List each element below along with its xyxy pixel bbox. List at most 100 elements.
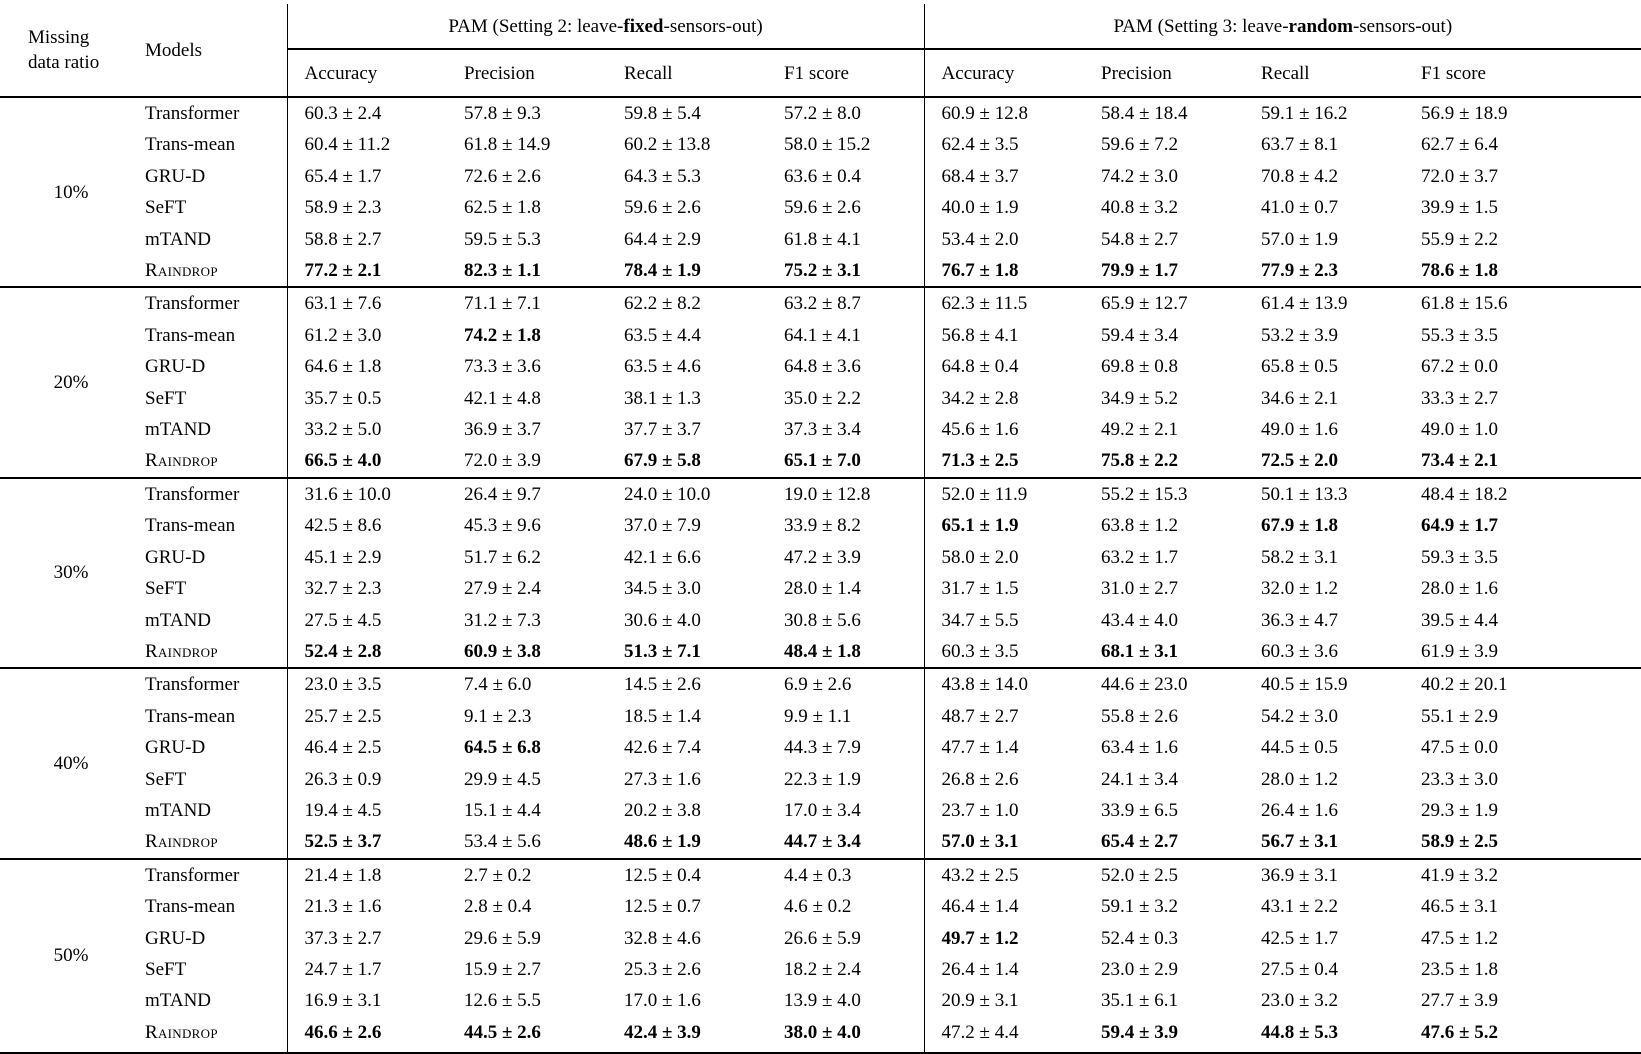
metric-value: 45.6 ± 1.6 xyxy=(923,414,1085,446)
metric-value: 17.0 ± 1.6 xyxy=(624,990,701,1012)
metric-value: 67.2 ± 0.0 xyxy=(1421,356,1498,378)
group-header-setting3: PAM (Setting 3: leave-random-sensors-out… xyxy=(923,4,1641,50)
metric-value: 46.5 ± 3.1 xyxy=(1421,896,1498,918)
metric-value: 59.6 ± 7.2 xyxy=(1101,134,1178,156)
metric-value: 62.7 ± 6.4 xyxy=(1421,134,1498,156)
metric-value: 60.3 ± 3.5 xyxy=(923,635,1085,669)
table-header: Missing data ratio Models PAM (Setting 2… xyxy=(0,4,1641,97)
metric-value: 47.6 ± 5.2 xyxy=(1421,1021,1498,1043)
table-row: Raindrop 77.2 ± 2.1 82.3 ± 1.1 78.4 ± 1.9 75… xyxy=(0,255,1641,288)
column-header-s2-accuracy: Accuracy xyxy=(286,49,447,97)
metric-value: 59.4 ± 3.9 xyxy=(1101,1021,1178,1043)
metric-value: 26.4 ± 9.7 xyxy=(447,476,607,511)
metric-value: 49.0 ± 1.6 xyxy=(1261,419,1338,441)
table-row: Trans-mean 25.7 ± 2.5 9.1 ± 2.3 18.5 ± 1.4 9… xyxy=(0,700,1641,733)
metric-value: 63.5 ± 4.4 xyxy=(624,324,701,346)
metric-value: 20.2 ± 3.8 xyxy=(624,799,701,821)
metric-value: 61.8 ± 14.9 xyxy=(464,134,551,156)
missing-ratio-value: 20% xyxy=(0,286,142,478)
metric-value: 56.9 ± 18.9 xyxy=(1404,95,1641,130)
metric-value: 17.0 ± 3.4 xyxy=(784,799,861,821)
metric-value: 62.5 ± 1.8 xyxy=(464,197,541,219)
metric-value: 23.0 ± 3.2 xyxy=(1261,990,1338,1012)
metric-value: 63.7 ± 8.1 xyxy=(1261,134,1338,156)
metric-value: 59.8 ± 5.4 xyxy=(607,95,767,130)
metric-value: 37.3 ± 2.7 xyxy=(286,922,447,954)
model-name: GRU-D xyxy=(145,737,206,759)
metric-value: 47.5 ± 0.0 xyxy=(1421,737,1498,759)
metric-value: 42.4 ± 3.9 xyxy=(624,1021,701,1043)
metric-value: 61.2 ± 3.0 xyxy=(286,319,447,352)
metric-value: 64.9 ± 1.7 xyxy=(1421,515,1498,537)
metric-value: 75.2 ± 3.1 xyxy=(784,260,861,282)
metric-value: 18.2 ± 2.4 xyxy=(784,958,861,980)
metric-value: 43.4 ± 4.0 xyxy=(1101,609,1178,631)
model-name: mTAND xyxy=(145,228,212,250)
metric-value: 32.0 ± 1.2 xyxy=(1261,578,1338,600)
metric-value: 35.0 ± 2.2 xyxy=(784,387,861,409)
table-row: GRU-D 37.3 ± 2.7 29.6 ± 5.9 32.8 ± 4.6 26.6 … xyxy=(0,922,1641,954)
metric-value: 26.3 ± 0.9 xyxy=(286,763,447,795)
metric-value: 44.6 ± 23.0 xyxy=(1084,667,1245,701)
metric-value: 58.0 ± 2.0 xyxy=(923,541,1085,574)
metric-value: 64.4 ± 2.9 xyxy=(624,228,701,250)
metric-value: 53.4 ± 5.6 xyxy=(464,831,541,853)
table-row: SeFT 32.7 ± 2.3 27.9 ± 2.4 34.5 ± 3.0 28.0 ±… xyxy=(0,573,1641,605)
metric-value: 67.9 ± 5.8 xyxy=(624,450,701,472)
model-name: SeFT xyxy=(145,197,187,219)
table-body: 10% Transformer 60.3 ± 2.4 57.8 ± 9.3 59.8 ±… xyxy=(0,95,1641,1054)
metric-value: 64.8 ± 3.6 xyxy=(784,356,861,378)
table-row: mTAND 58.8 ± 2.7 59.5 ± 5.3 64.4 ± 2.9 61.8 … xyxy=(0,223,1641,256)
metric-value: 27.5 ± 4.5 xyxy=(286,604,447,636)
metric-value: 20.9 ± 3.1 xyxy=(923,985,1085,1017)
metric-value: 77.2 ± 2.1 xyxy=(286,255,447,288)
metric-value: 42.6 ± 7.4 xyxy=(624,737,701,759)
metric-value: 42.5 ± 8.6 xyxy=(286,510,447,542)
metric-value: 76.7 ± 1.8 xyxy=(923,255,1085,288)
metric-value: 51.3 ± 7.1 xyxy=(624,640,701,662)
metric-value: 26.6 ± 5.9 xyxy=(784,927,861,949)
metric-value: 40.5 ± 15.9 xyxy=(1244,667,1405,701)
metric-value: 47.7 ± 1.4 xyxy=(923,732,1085,764)
metric-value: 9.1 ± 2.3 xyxy=(464,705,532,727)
missing-ratio-value: 10% xyxy=(0,95,142,288)
metric-value: 26.4 ± 1.4 xyxy=(923,953,1085,986)
metric-value: 49.7 ± 1.2 xyxy=(923,922,1085,954)
metric-value: 45.3 ± 9.6 xyxy=(464,515,541,537)
metric-header-row: Accuracy Precision Recall F1 score Accur… xyxy=(0,49,1641,97)
metric-value: 77.9 ± 2.3 xyxy=(1261,260,1338,282)
metric-value: 4.4 ± 0.3 xyxy=(767,857,925,892)
table-row: 20% Transformer 63.1 ± 7.6 71.1 ± 7.1 62.2 ±… xyxy=(0,286,1641,478)
table-row: mTAND 16.9 ± 3.1 12.6 ± 5.5 17.0 ± 1.6 13.9 … xyxy=(0,985,1641,1017)
metric-value: 44.5 ± 2.6 xyxy=(464,1021,541,1043)
metric-value: 2.8 ± 0.4 xyxy=(464,896,532,918)
metric-value: 71.3 ± 2.5 xyxy=(923,445,1085,478)
metric-value: 36.9 ± 3.7 xyxy=(464,419,541,441)
metric-value: 62.4 ± 3.5 xyxy=(923,129,1085,161)
metric-value: 28.0 ± 1.2 xyxy=(1261,768,1338,790)
metric-value: 2.7 ± 0.2 xyxy=(447,857,607,892)
metric-value: 58.8 ± 2.7 xyxy=(286,223,447,256)
metric-value: 57.2 ± 8.0 xyxy=(767,95,925,130)
metric-value: 39.5 ± 4.4 xyxy=(1421,609,1498,631)
metric-value: 59.4 ± 3.4 xyxy=(1101,324,1178,346)
model-name: Transformer xyxy=(142,476,287,511)
metric-value: 27.3 ± 1.6 xyxy=(624,768,701,790)
metric-value: 63.6 ± 0.4 xyxy=(784,165,861,187)
metric-value: 6.9 ± 2.6 xyxy=(767,667,925,701)
metric-value: 48.4 ± 18.2 xyxy=(1404,476,1641,511)
model-name: GRU-D xyxy=(145,356,206,378)
metric-value: 64.1 ± 4.1 xyxy=(784,324,861,346)
table-row: Raindrop 52.4 ± 2.8 60.9 ± 3.8 51.3 ± 7.1 48… xyxy=(0,635,1641,669)
metric-value: 56.8 ± 4.1 xyxy=(923,319,1085,352)
metric-value: 52.4 ± 0.3 xyxy=(1101,927,1178,949)
metric-value: 59.1 ± 3.2 xyxy=(1101,896,1178,918)
metric-value: 60.3 ± 2.4 xyxy=(286,95,447,130)
metric-value: 28.0 ± 1.4 xyxy=(784,578,861,600)
metric-value: 28.0 ± 1.6 xyxy=(1421,578,1498,600)
metric-value: 62.2 ± 8.2 xyxy=(607,286,767,320)
metric-value: 58.9 ± 2.3 xyxy=(286,192,447,224)
metric-value: 33.9 ± 8.2 xyxy=(784,515,861,537)
missing-ratio-label-line2: data ratio xyxy=(28,52,100,73)
metric-value: 58.2 ± 3.1 xyxy=(1261,546,1338,568)
